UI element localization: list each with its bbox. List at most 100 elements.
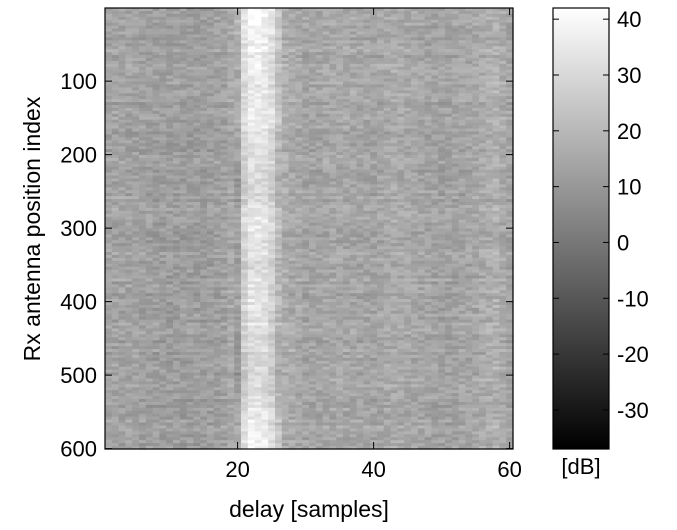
heatmap-cell	[315, 169, 324, 174]
heatmap-cell	[145, 178, 154, 183]
heatmap-cell	[492, 113, 500, 118]
heatmap-cell	[111, 13, 120, 18]
heatmap-cell	[458, 84, 466, 88]
heatmap-cell	[465, 152, 473, 156]
heatmap-cell	[261, 128, 269, 133]
heatmap-cell	[465, 175, 473, 180]
heatmap-cell	[397, 49, 405, 53]
heatmap-cell	[247, 25, 256, 30]
heatmap-cell	[173, 252, 181, 256]
heatmap-cell	[472, 105, 480, 109]
heatmap-cell	[356, 25, 364, 30]
heatmap-cell	[302, 49, 310, 53]
heatmap-cell	[159, 46, 167, 50]
heatmap-cell	[499, 107, 507, 112]
heatmap-cell	[349, 113, 358, 118]
heatmap-cell	[179, 57, 188, 62]
heatmap-cell	[111, 55, 120, 59]
heatmap-cell	[111, 155, 120, 159]
heatmap-cell	[472, 72, 480, 77]
heatmap-cell	[417, 128, 426, 133]
heatmap-cell	[186, 160, 194, 165]
heatmap-cell	[329, 157, 337, 162]
heatmap-cell	[207, 99, 215, 103]
heatmap-cell	[309, 57, 317, 62]
heatmap-cell	[247, 231, 256, 235]
heatmap-cell	[411, 16, 419, 21]
heatmap-cell	[302, 84, 310, 88]
heatmap-cell	[254, 84, 262, 88]
heatmap-cell	[200, 181, 208, 185]
heatmap-cell	[207, 75, 215, 80]
heatmap-cell	[145, 105, 154, 109]
heatmap-cell	[492, 110, 500, 115]
heatmap-cell	[207, 107, 215, 112]
heatmap-cell	[424, 193, 432, 197]
heatmap-cell	[241, 222, 249, 227]
heatmap-cell	[485, 249, 494, 253]
heatmap-cell	[227, 155, 235, 159]
heatmap-cell	[383, 202, 392, 206]
heatmap-cell	[417, 169, 426, 174]
heatmap-cell	[445, 231, 453, 235]
heatmap-cell	[186, 175, 194, 180]
heatmap-cell	[329, 169, 337, 174]
heatmap-cell	[479, 193, 487, 197]
heatmap-cell	[356, 110, 364, 115]
heatmap-cell	[370, 43, 378, 47]
heatmap-cell	[370, 196, 378, 200]
heatmap-cell	[472, 146, 480, 150]
heatmap-cell	[186, 8, 194, 12]
heatmap-cell	[288, 169, 296, 174]
heatmap-cell	[159, 19, 167, 24]
heatmap-cell	[492, 216, 500, 221]
heatmap-cell	[139, 184, 147, 188]
heatmap-cell	[343, 237, 351, 241]
heatmap-cell	[268, 102, 276, 106]
heatmap-cell	[336, 22, 344, 27]
heatmap-cell	[247, 55, 256, 59]
heatmap-cell	[139, 163, 147, 168]
heatmap-cell	[152, 134, 160, 138]
heatmap-cell	[159, 187, 167, 191]
heatmap-cell	[397, 225, 405, 230]
heatmap-cell	[322, 125, 330, 130]
heatmap-cell	[424, 178, 432, 183]
heatmap-cell	[438, 131, 446, 136]
heatmap-cell	[431, 160, 439, 165]
heatmap-cell	[261, 90, 269, 94]
heatmap-cell	[309, 175, 317, 180]
heatmap-cell	[370, 187, 378, 191]
heatmap-cell	[431, 81, 439, 86]
heatmap-cell	[179, 28, 188, 33]
heatmap-cell	[411, 119, 419, 124]
heatmap-cell	[411, 213, 419, 218]
heatmap-cell	[213, 90, 222, 94]
heatmap-cell	[295, 84, 303, 88]
heatmap-cell	[370, 207, 378, 212]
heatmap-cell	[492, 131, 500, 136]
heatmap-cell	[343, 222, 351, 227]
heatmap-cell	[268, 93, 276, 97]
heatmap-cell	[465, 43, 473, 47]
heatmap-cell	[329, 75, 337, 80]
heatmap-cell	[438, 184, 446, 188]
heatmap-cell	[302, 93, 310, 97]
heatmap-cell	[431, 10, 439, 15]
heatmap-cell	[132, 202, 140, 206]
heatmap-cell	[417, 55, 426, 59]
heatmap-cell	[186, 202, 194, 206]
heatmap-cell	[329, 246, 337, 250]
heatmap-cell	[125, 46, 133, 50]
heatmap-cell	[492, 231, 500, 235]
heatmap-cell	[343, 172, 351, 177]
heatmap-cell	[186, 93, 194, 97]
heatmap-cell	[445, 246, 453, 250]
heatmap-cell	[506, 157, 514, 162]
heatmap-cell	[363, 16, 371, 21]
heatmap-cell	[309, 178, 317, 183]
heatmap-cell	[499, 34, 507, 38]
heatmap-cell	[411, 160, 419, 165]
heatmap-cell	[465, 99, 473, 103]
heatmap-cell	[125, 55, 133, 59]
